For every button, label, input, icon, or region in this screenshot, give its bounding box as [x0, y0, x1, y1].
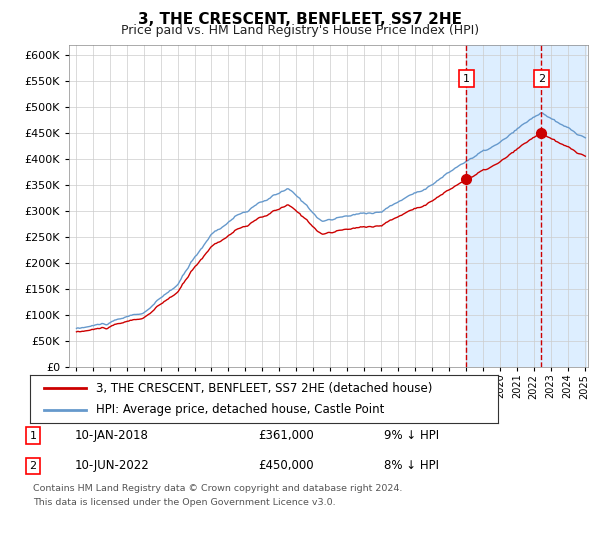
Text: 3, THE CRESCENT, BENFLEET, SS7 2HE: 3, THE CRESCENT, BENFLEET, SS7 2HE: [138, 12, 462, 27]
Text: Contains HM Land Registry data © Crown copyright and database right 2024.: Contains HM Land Registry data © Crown c…: [33, 484, 403, 493]
Text: 1: 1: [463, 73, 470, 83]
Text: £450,000: £450,000: [258, 459, 314, 473]
Bar: [466, 45, 586, 367]
Text: 10-JUN-2022: 10-JUN-2022: [75, 459, 150, 473]
Text: 10-JAN-2018: 10-JAN-2018: [75, 429, 149, 442]
Text: 2: 2: [538, 73, 545, 83]
Text: 2: 2: [29, 461, 37, 471]
Text: This data is licensed under the Open Government Licence v3.0.: This data is licensed under the Open Gov…: [33, 498, 335, 507]
Text: 8% ↓ HPI: 8% ↓ HPI: [384, 459, 439, 473]
Text: 9% ↓ HPI: 9% ↓ HPI: [384, 429, 439, 442]
Text: Price paid vs. HM Land Registry's House Price Index (HPI): Price paid vs. HM Land Registry's House …: [121, 24, 479, 37]
Text: 3, THE CRESCENT, BENFLEET, SS7 2HE (detached house): 3, THE CRESCENT, BENFLEET, SS7 2HE (deta…: [95, 381, 432, 395]
Text: £361,000: £361,000: [258, 429, 314, 442]
Text: HPI: Average price, detached house, Castle Point: HPI: Average price, detached house, Cast…: [95, 403, 384, 417]
Text: 1: 1: [29, 431, 37, 441]
